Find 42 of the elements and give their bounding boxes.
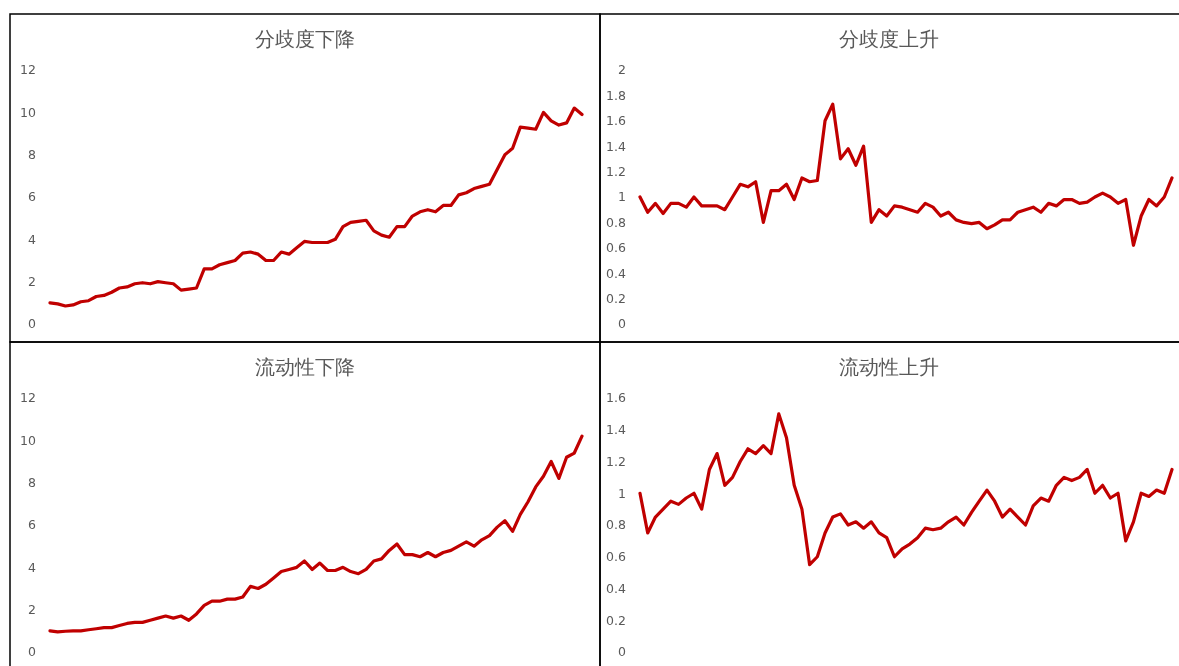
- line-series: [48, 106, 584, 308]
- y-tick-label: 6: [28, 517, 37, 533]
- y-tick-label: 10: [20, 104, 37, 120]
- y-tick-label: 0.4: [606, 265, 627, 281]
- y-tick-label: 1.8: [606, 87, 627, 103]
- y-tick-label: 1.2: [606, 163, 626, 179]
- y-tick-label: 1: [618, 189, 626, 205]
- y-tick-label: 0.6: [606, 240, 627, 256]
- y-tick-label: 2: [28, 274, 36, 290]
- y-tick-label: 2: [28, 602, 36, 618]
- y-tick-label: 0: [28, 644, 37, 660]
- y-tick-label: 10: [20, 432, 37, 448]
- y-tick-label: 0: [28, 316, 37, 332]
- line-series: [638, 412, 1174, 567]
- y-tick-label: 1.6: [606, 390, 627, 406]
- y-tick-label: 0.8: [606, 214, 627, 230]
- y-tick-label: 0: [618, 316, 627, 332]
- line-series: [48, 434, 584, 634]
- y-tick-label: 0.2: [606, 290, 626, 306]
- y-tick-label: 4: [28, 559, 37, 575]
- chart-title: 流动性上升: [839, 355, 939, 379]
- y-tick-label: 4: [28, 231, 37, 247]
- y-tick-label: 1.6: [606, 113, 627, 129]
- chart-title: 流动性下降: [255, 355, 355, 379]
- y-tick-label: 1.4: [606, 138, 627, 154]
- y-tick-label: 0: [618, 644, 627, 660]
- y-tick-label: 12: [20, 390, 36, 406]
- y-tick-label: 8: [28, 475, 37, 491]
- y-tick-label: 1: [618, 485, 626, 501]
- y-tick-label: 12: [20, 62, 36, 78]
- line-series: [638, 102, 1174, 247]
- y-tick-label: 8: [28, 147, 37, 163]
- y-tick-label: 0.8: [606, 517, 627, 533]
- y-tick-label: 6: [28, 189, 37, 205]
- y-tick-label: 0.4: [606, 580, 627, 596]
- y-tick-label: 0.2: [606, 612, 626, 628]
- chart-title: 分歧度上升: [839, 27, 939, 51]
- y-tick-label: 1.2: [606, 453, 626, 469]
- y-tick-label: 1.4: [606, 422, 627, 438]
- chart-title: 分歧度下降: [255, 27, 355, 51]
- y-tick-label: 2: [618, 62, 626, 78]
- y-tick-label: 0.6: [606, 549, 627, 565]
